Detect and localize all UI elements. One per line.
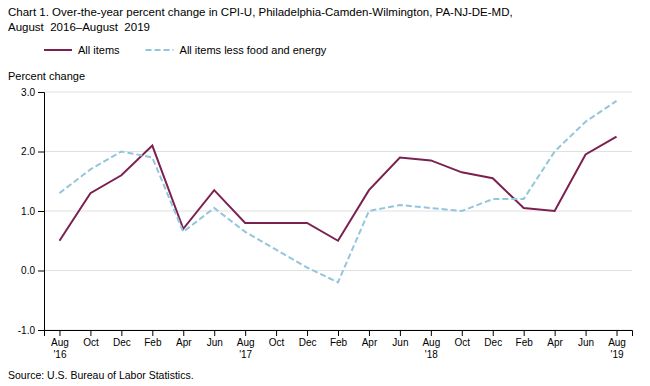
plot: -1.00.01.02.03.0Aug'16OctDecFebAprJunAug…: [18, 87, 633, 360]
x-tick: Aug'18: [422, 330, 440, 360]
y-tick-mark: [38, 92, 44, 93]
grid-line: [44, 151, 632, 152]
x-tick-mark: [276, 330, 277, 336]
x-tick-mark: [59, 330, 60, 336]
x-tick: Apr: [176, 330, 192, 348]
y-tick-label: -1.0: [18, 325, 36, 336]
x-tick-label: Dec: [113, 337, 131, 348]
x-tick: Dec: [484, 330, 502, 348]
x-tick-label: Aug'17: [237, 337, 255, 360]
legend-item: All items: [44, 44, 120, 56]
x-tick-mark: [214, 330, 215, 336]
y-tick-label: 0.0: [21, 265, 35, 276]
y-tick: -1.0: [18, 325, 44, 336]
x-tick-label: Jun: [207, 337, 223, 348]
subtitle: August 2016–August 2019: [8, 21, 150, 33]
x-tick-label: Jun: [578, 337, 594, 348]
x-tick: Aug'19: [608, 330, 626, 360]
legend-label: All items: [78, 44, 120, 56]
x-tick-mark: [493, 330, 494, 336]
y-axis-label: Percent change: [8, 70, 85, 82]
x-tick: Oct: [269, 330, 285, 348]
x-tick-mark: [462, 330, 463, 336]
y-axis-line: [38, 93, 45, 331]
x-tick-mark: [121, 330, 122, 336]
grid-line: [44, 270, 632, 271]
x-tick: Dec: [113, 330, 131, 348]
x-tick-mark: [152, 330, 153, 336]
source: Source: U.S. Bureau of Labor Statistics.: [8, 369, 194, 381]
x-tick: Apr: [362, 330, 378, 348]
y-tick-mark: [38, 211, 44, 212]
x-tick-mark: [431, 330, 432, 336]
x-tick-label: Aug'16: [51, 337, 69, 360]
y-tick-mark: [38, 152, 44, 153]
x-tick: Jun: [578, 330, 594, 348]
x-tick-mark: [245, 330, 246, 336]
x-tick-label: Oct: [83, 337, 99, 348]
y-tick-label: 3.0: [21, 87, 35, 98]
x-tick-label: Apr: [176, 337, 192, 348]
x-tick: Feb: [330, 330, 348, 348]
y-tick-mark: [38, 271, 44, 272]
x-tick-label: Feb: [330, 337, 348, 348]
x-tick-mark: [90, 330, 91, 336]
series-line: [59, 101, 616, 282]
x-tick-label: Aug'18: [422, 337, 440, 360]
x-tick-label: Feb: [144, 337, 162, 348]
grid-line: [44, 92, 632, 93]
x-axis: Aug'16 Oct Dec Feb Apr Jun Aug'17 Oct Dec Feb Apr J…: [45, 330, 633, 360]
y-tick: 3.0: [21, 87, 44, 98]
x-tick-label: Dec: [299, 337, 317, 348]
y-tick: 0.0: [21, 265, 44, 276]
x-tick-label: Aug'19: [608, 337, 626, 360]
legend-swatch: [44, 49, 72, 51]
x-tick: Feb: [144, 330, 162, 348]
x-tick-mark: [400, 330, 401, 336]
x-axis-line: [45, 331, 633, 337]
lines: [59, 101, 616, 282]
legend-item: All items less food and energy: [146, 44, 327, 56]
y-tick-mark: [38, 330, 44, 331]
x-tick-mark: [586, 330, 587, 336]
x-tick-mark: [307, 330, 308, 336]
legend: All items All items less food and energy: [44, 44, 327, 56]
x-tick-label: Oct: [455, 337, 471, 348]
title: Chart 1. Over-the-year percent change in…: [8, 6, 513, 18]
x-tick-label: Apr: [362, 337, 378, 348]
x-tick-mark: [338, 330, 339, 336]
x-tick: Feb: [516, 330, 534, 348]
x-tick: Oct: [455, 330, 471, 348]
x-tick-mark: [183, 330, 184, 336]
legend-swatch: [146, 49, 174, 51]
y-tick-label: 1.0: [21, 206, 35, 217]
y-tick-label: 2.0: [21, 146, 35, 157]
x-tick: Aug'17: [237, 330, 255, 360]
x-tick-mark: [369, 330, 370, 336]
y-tick: 1.0: [21, 206, 44, 217]
x-tick: Oct: [83, 330, 99, 348]
x-tick: Jun: [392, 330, 408, 348]
x-tick: Dec: [299, 330, 317, 348]
y-axis: -1.0 0.0 1.0 2.0 3.0: [18, 87, 45, 336]
x-tick-label: Oct: [269, 337, 285, 348]
x-tick: Jun: [207, 330, 223, 348]
x-tick-mark: [524, 330, 525, 336]
chart: Chart 1. Over-the-year percent change in…: [0, 0, 650, 386]
x-tick-label: Jun: [392, 337, 408, 348]
x-tick: Apr: [547, 330, 563, 348]
legend-label: All items less food and energy: [180, 44, 327, 56]
x-tick: Aug'16: [51, 330, 69, 360]
grid: [44, 92, 632, 330]
series-line: [59, 137, 616, 241]
x-tick-mark: [617, 330, 618, 336]
y-tick: 2.0: [21, 146, 44, 157]
x-tick-label: Feb: [516, 337, 534, 348]
x-tick-label: Apr: [547, 337, 563, 348]
x-tick-mark: [555, 330, 556, 336]
x-tick-label: Dec: [484, 337, 502, 348]
